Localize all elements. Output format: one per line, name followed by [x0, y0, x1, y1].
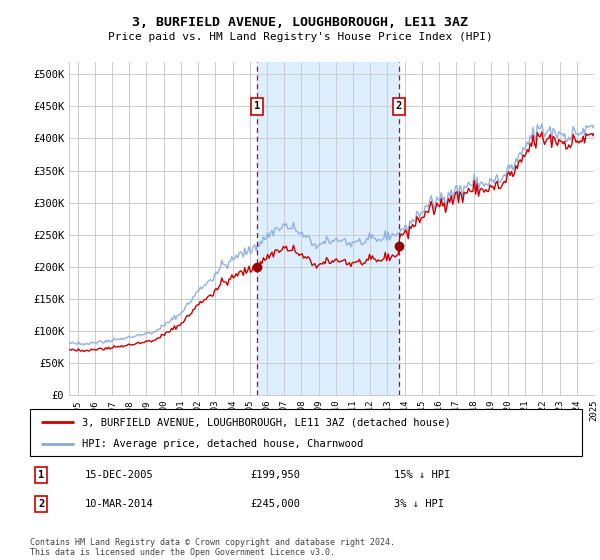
Text: Price paid vs. HM Land Registry's House Price Index (HPI): Price paid vs. HM Land Registry's House … [107, 32, 493, 42]
Text: 1: 1 [254, 101, 260, 111]
Text: Contains HM Land Registry data © Crown copyright and database right 2024.
This d: Contains HM Land Registry data © Crown c… [30, 538, 395, 557]
Text: 3, BURFIELD AVENUE, LOUGHBOROUGH, LE11 3AZ (detached house): 3, BURFIELD AVENUE, LOUGHBOROUGH, LE11 3… [82, 417, 451, 427]
Text: HPI: Average price, detached house, Charnwood: HPI: Average price, detached house, Char… [82, 439, 364, 449]
Text: 15% ↓ HPI: 15% ↓ HPI [394, 470, 451, 480]
Text: 10-MAR-2014: 10-MAR-2014 [85, 500, 154, 510]
Text: £199,950: £199,950 [251, 470, 301, 480]
Bar [257, 62, 399, 395]
Text: 2: 2 [38, 500, 44, 510]
Text: 1: 1 [38, 470, 44, 480]
Text: 15-DEC-2005: 15-DEC-2005 [85, 470, 154, 480]
Text: 3% ↓ HPI: 3% ↓ HPI [394, 500, 445, 510]
FancyBboxPatch shape [30, 409, 582, 456]
Text: 2: 2 [396, 101, 402, 111]
Text: 3, BURFIELD AVENUE, LOUGHBOROUGH, LE11 3AZ: 3, BURFIELD AVENUE, LOUGHBOROUGH, LE11 3… [132, 16, 468, 29]
Text: £245,000: £245,000 [251, 500, 301, 510]
